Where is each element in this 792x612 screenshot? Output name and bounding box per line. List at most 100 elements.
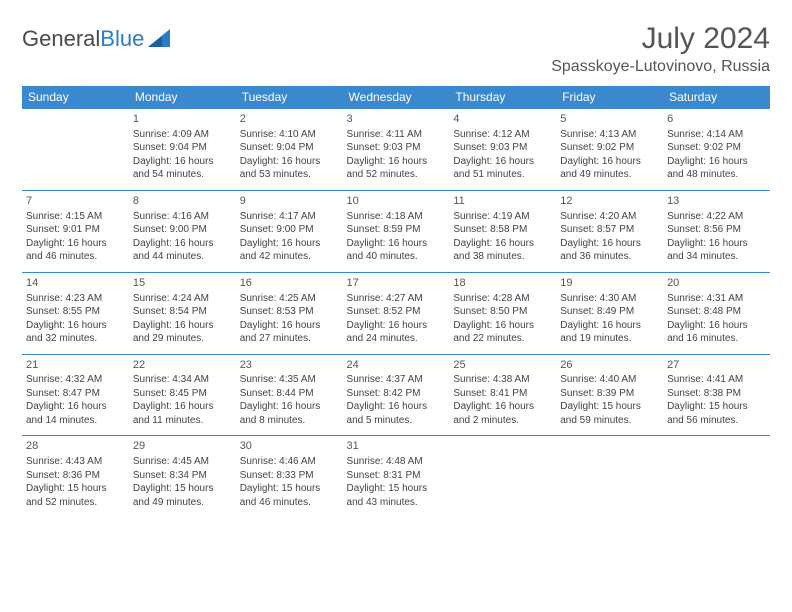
calendar-cell: 4Sunrise: 4:12 AMSunset: 9:03 PMDaylight… — [449, 109, 556, 191]
day-number: 21 — [26, 358, 125, 373]
sunset-line: Sunset: 8:41 PM — [453, 387, 552, 401]
day-number: 13 — [667, 194, 766, 209]
sunrise-line: Sunrise: 4:18 AM — [347, 210, 446, 224]
day-number: 11 — [453, 194, 552, 209]
sunrise-line: Sunrise: 4:48 AM — [347, 455, 446, 469]
calendar-cell: 11Sunrise: 4:19 AMSunset: 8:58 PMDayligh… — [449, 190, 556, 272]
sunrise-line: Sunrise: 4:46 AM — [240, 455, 339, 469]
calendar-cell: 9Sunrise: 4:17 AMSunset: 9:00 PMDaylight… — [236, 190, 343, 272]
day-header: Friday — [556, 86, 663, 109]
day-header: Sunday — [22, 86, 129, 109]
calendar-cell — [449, 436, 556, 517]
sunset-line: Sunset: 8:54 PM — [133, 305, 232, 319]
daylight-line: Daylight: 16 hours and 19 minutes. — [560, 319, 659, 346]
calendar-cell: 22Sunrise: 4:34 AMSunset: 8:45 PMDayligh… — [129, 354, 236, 436]
sunrise-line: Sunrise: 4:12 AM — [453, 128, 552, 142]
day-number: 31 — [347, 439, 446, 454]
day-number: 9 — [240, 194, 339, 209]
sunrise-line: Sunrise: 4:24 AM — [133, 292, 232, 306]
daylight-line: Daylight: 16 hours and 52 minutes. — [347, 155, 446, 182]
sunset-line: Sunset: 8:58 PM — [453, 223, 552, 237]
calendar-cell: 1Sunrise: 4:09 AMSunset: 9:04 PMDaylight… — [129, 109, 236, 191]
day-number: 25 — [453, 358, 552, 373]
daylight-line: Daylight: 16 hours and 32 minutes. — [26, 319, 125, 346]
daylight-line: Daylight: 16 hours and 34 minutes. — [667, 237, 766, 264]
sunset-line: Sunset: 8:44 PM — [240, 387, 339, 401]
calendar-row: 28Sunrise: 4:43 AMSunset: 8:36 PMDayligh… — [22, 436, 770, 517]
sunrise-line: Sunrise: 4:23 AM — [26, 292, 125, 306]
day-number: 19 — [560, 276, 659, 291]
calendar-cell: 10Sunrise: 4:18 AMSunset: 8:59 PMDayligh… — [343, 190, 450, 272]
daylight-line: Daylight: 16 hours and 38 minutes. — [453, 237, 552, 264]
calendar-cell: 21Sunrise: 4:32 AMSunset: 8:47 PMDayligh… — [22, 354, 129, 436]
day-header: Thursday — [449, 86, 556, 109]
calendar-cell: 2Sunrise: 4:10 AMSunset: 9:04 PMDaylight… — [236, 109, 343, 191]
sunrise-line: Sunrise: 4:16 AM — [133, 210, 232, 224]
calendar-cell: 12Sunrise: 4:20 AMSunset: 8:57 PMDayligh… — [556, 190, 663, 272]
calendar-cell: 16Sunrise: 4:25 AMSunset: 8:53 PMDayligh… — [236, 272, 343, 354]
sunrise-line: Sunrise: 4:45 AM — [133, 455, 232, 469]
sunrise-line: Sunrise: 4:11 AM — [347, 128, 446, 142]
day-number: 5 — [560, 112, 659, 127]
daylight-line: Daylight: 16 hours and 42 minutes. — [240, 237, 339, 264]
day-header: Monday — [129, 86, 236, 109]
day-header: Tuesday — [236, 86, 343, 109]
day-number: 22 — [133, 358, 232, 373]
location-label: Spasskoye-Lutovinovo, Russia — [551, 58, 770, 76]
calendar-row: 7Sunrise: 4:15 AMSunset: 9:01 PMDaylight… — [22, 190, 770, 272]
daylight-line: Daylight: 16 hours and 54 minutes. — [133, 155, 232, 182]
sunrise-line: Sunrise: 4:17 AM — [240, 210, 339, 224]
sunset-line: Sunset: 8:52 PM — [347, 305, 446, 319]
calendar-cell: 6Sunrise: 4:14 AMSunset: 9:02 PMDaylight… — [663, 109, 770, 191]
day-number: 16 — [240, 276, 339, 291]
day-number: 28 — [26, 439, 125, 454]
sunset-line: Sunset: 8:45 PM — [133, 387, 232, 401]
daylight-line: Daylight: 15 hours and 49 minutes. — [133, 482, 232, 509]
sunset-line: Sunset: 8:55 PM — [26, 305, 125, 319]
sunset-line: Sunset: 8:49 PM — [560, 305, 659, 319]
daylight-line: Daylight: 16 hours and 14 minutes. — [26, 400, 125, 427]
daylight-line: Daylight: 16 hours and 11 minutes. — [133, 400, 232, 427]
brand-part1: General — [22, 26, 100, 51]
sunset-line: Sunset: 8:39 PM — [560, 387, 659, 401]
sunset-line: Sunset: 9:04 PM — [133, 141, 232, 155]
day-header-row: Sunday Monday Tuesday Wednesday Thursday… — [22, 86, 770, 109]
sunset-line: Sunset: 8:42 PM — [347, 387, 446, 401]
day-number: 12 — [560, 194, 659, 209]
calendar-cell: 13Sunrise: 4:22 AMSunset: 8:56 PMDayligh… — [663, 190, 770, 272]
day-header: Wednesday — [343, 86, 450, 109]
calendar-cell: 8Sunrise: 4:16 AMSunset: 9:00 PMDaylight… — [129, 190, 236, 272]
daylight-line: Daylight: 15 hours and 52 minutes. — [26, 482, 125, 509]
daylight-line: Daylight: 16 hours and 48 minutes. — [667, 155, 766, 182]
sunset-line: Sunset: 9:00 PM — [240, 223, 339, 237]
title-block: July 2024 Spasskoye-Lutovinovo, Russia — [551, 22, 770, 76]
sunrise-line: Sunrise: 4:27 AM — [347, 292, 446, 306]
header: GeneralBlue July 2024 Spasskoye-Lutovino… — [22, 22, 770, 76]
daylight-line: Daylight: 15 hours and 59 minutes. — [560, 400, 659, 427]
calendar-cell — [556, 436, 663, 517]
calendar-cell: 19Sunrise: 4:30 AMSunset: 8:49 PMDayligh… — [556, 272, 663, 354]
daylight-line: Daylight: 16 hours and 8 minutes. — [240, 400, 339, 427]
daylight-line: Daylight: 16 hours and 16 minutes. — [667, 319, 766, 346]
day-number: 26 — [560, 358, 659, 373]
sunset-line: Sunset: 8:48 PM — [667, 305, 766, 319]
daylight-line: Daylight: 16 hours and 36 minutes. — [560, 237, 659, 264]
sunrise-line: Sunrise: 4:41 AM — [667, 373, 766, 387]
sunset-line: Sunset: 8:36 PM — [26, 469, 125, 483]
daylight-line: Daylight: 16 hours and 46 minutes. — [26, 237, 125, 264]
sunrise-line: Sunrise: 4:14 AM — [667, 128, 766, 142]
daylight-line: Daylight: 16 hours and 49 minutes. — [560, 155, 659, 182]
sunrise-line: Sunrise: 4:43 AM — [26, 455, 125, 469]
sunrise-line: Sunrise: 4:19 AM — [453, 210, 552, 224]
sunrise-line: Sunrise: 4:35 AM — [240, 373, 339, 387]
daylight-line: Daylight: 16 hours and 40 minutes. — [347, 237, 446, 264]
day-number: 29 — [133, 439, 232, 454]
sunrise-line: Sunrise: 4:34 AM — [133, 373, 232, 387]
daylight-line: Daylight: 16 hours and 51 minutes. — [453, 155, 552, 182]
daylight-line: Daylight: 16 hours and 27 minutes. — [240, 319, 339, 346]
calendar-row: 14Sunrise: 4:23 AMSunset: 8:55 PMDayligh… — [22, 272, 770, 354]
day-number: 4 — [453, 112, 552, 127]
calendar-row: 21Sunrise: 4:32 AMSunset: 8:47 PMDayligh… — [22, 354, 770, 436]
calendar-cell: 26Sunrise: 4:40 AMSunset: 8:39 PMDayligh… — [556, 354, 663, 436]
brand-logo: GeneralBlue — [22, 26, 170, 52]
